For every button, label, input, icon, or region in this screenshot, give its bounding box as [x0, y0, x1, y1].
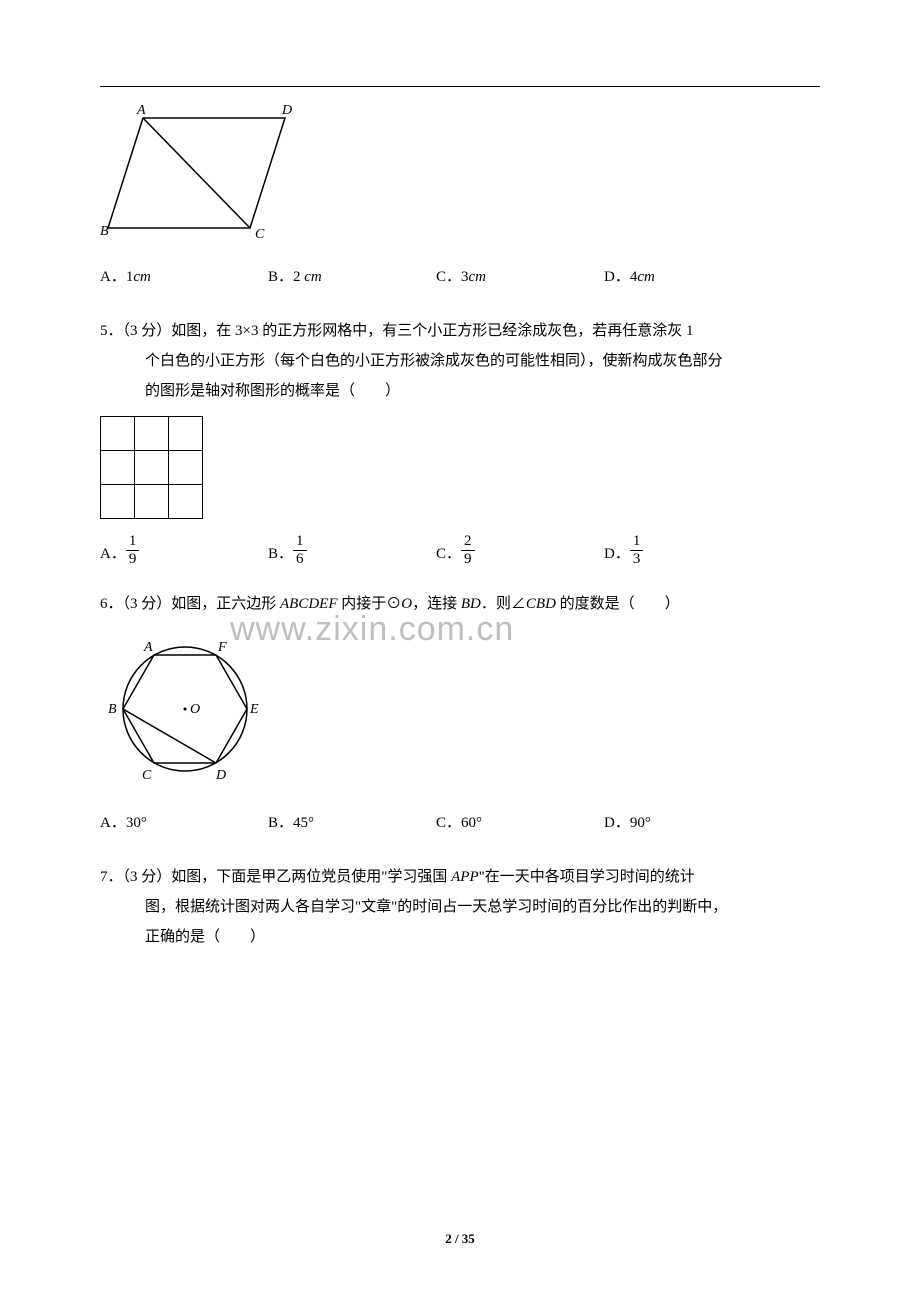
svg-text:C: C [255, 227, 265, 240]
page-content: A D B C A．1cm B．2 cm C．3cm D．4cm 5．（3 分）… [100, 100, 820, 962]
q7-line1: 7．（3 分）如图，下面是甲乙两位党员使用"学习强国 APP"在一天中各项目学习… [100, 862, 820, 892]
q6-option-a: A．30° [100, 811, 268, 832]
q5-option-d: D． 13 [604, 535, 772, 569]
svg-text:F: F [217, 640, 227, 655]
q4-option-d: D．4cm [604, 265, 772, 286]
page-top-rule [100, 86, 820, 87]
q4-options: A．1cm B．2 cm C．3cm D．4cm [100, 265, 820, 286]
q6-stem: 6．（3 分）如图，正六边形 ABCDEF 内接于⊙O，连接 BD．则∠CBD … [100, 589, 820, 619]
q5-stem: 5．（3 分）如图，在 3×3 的正方形网格中，有三个小正方形已经涂成灰色，若再… [100, 316, 820, 406]
q4-option-c: C．3cm [436, 265, 604, 286]
q6-option-d: D．90° [604, 811, 772, 832]
q5-line2: 个白色的小正方形（每个白色的小正方形被涂成灰色的可能性相同），使新构成灰色部分 [100, 346, 820, 376]
q7-stem: 7．（3 分）如图，下面是甲乙两位党员使用"学习强国 APP"在一天中各项目学习… [100, 862, 820, 952]
svg-text:D: D [215, 768, 226, 783]
q4-figure: A D B C [100, 100, 820, 245]
svg-text:A: A [136, 103, 146, 118]
page-number: 2 / 35 [0, 1231, 920, 1247]
svg-text:B: B [100, 224, 109, 239]
q4-option-b: B．2 cm [268, 265, 436, 286]
q5-line1: 5．（3 分）如图，在 3×3 的正方形网格中，有三个小正方形已经涂成灰色，若再… [100, 316, 820, 346]
q5-option-a: A． 19 [100, 535, 268, 569]
q7-line2: 图，根据统计图对两人各自学习"文章"的时间占一天总学习时间的百分比作出的判断中， [100, 892, 820, 922]
svg-text:C: C [142, 768, 152, 783]
q5-grid-figure [100, 416, 203, 519]
q5-options: A． 19 B． 16 C． 29 D． 13 [100, 535, 820, 569]
q5-line3: 的图形是轴对称图形的概率是（ ） [100, 376, 820, 406]
svg-text:E: E [249, 702, 259, 717]
q5-option-c: C． 29 [436, 535, 604, 569]
svg-text:O: O [190, 702, 200, 717]
svg-text:B: B [108, 702, 117, 717]
q6-option-b: B．45° [268, 811, 436, 832]
svg-text:A: A [143, 640, 153, 655]
svg-text:D: D [281, 103, 292, 118]
q6-figure: A F E D C B O [100, 631, 820, 791]
q5-option-b: B． 16 [268, 535, 436, 569]
q6-option-c: C．60° [436, 811, 604, 832]
q6-options: A．30° B．45° C．60° D．90° [100, 811, 820, 832]
q4-option-a: A．1cm [100, 265, 268, 286]
q7-line3: 正确的是（ ） [100, 922, 820, 952]
